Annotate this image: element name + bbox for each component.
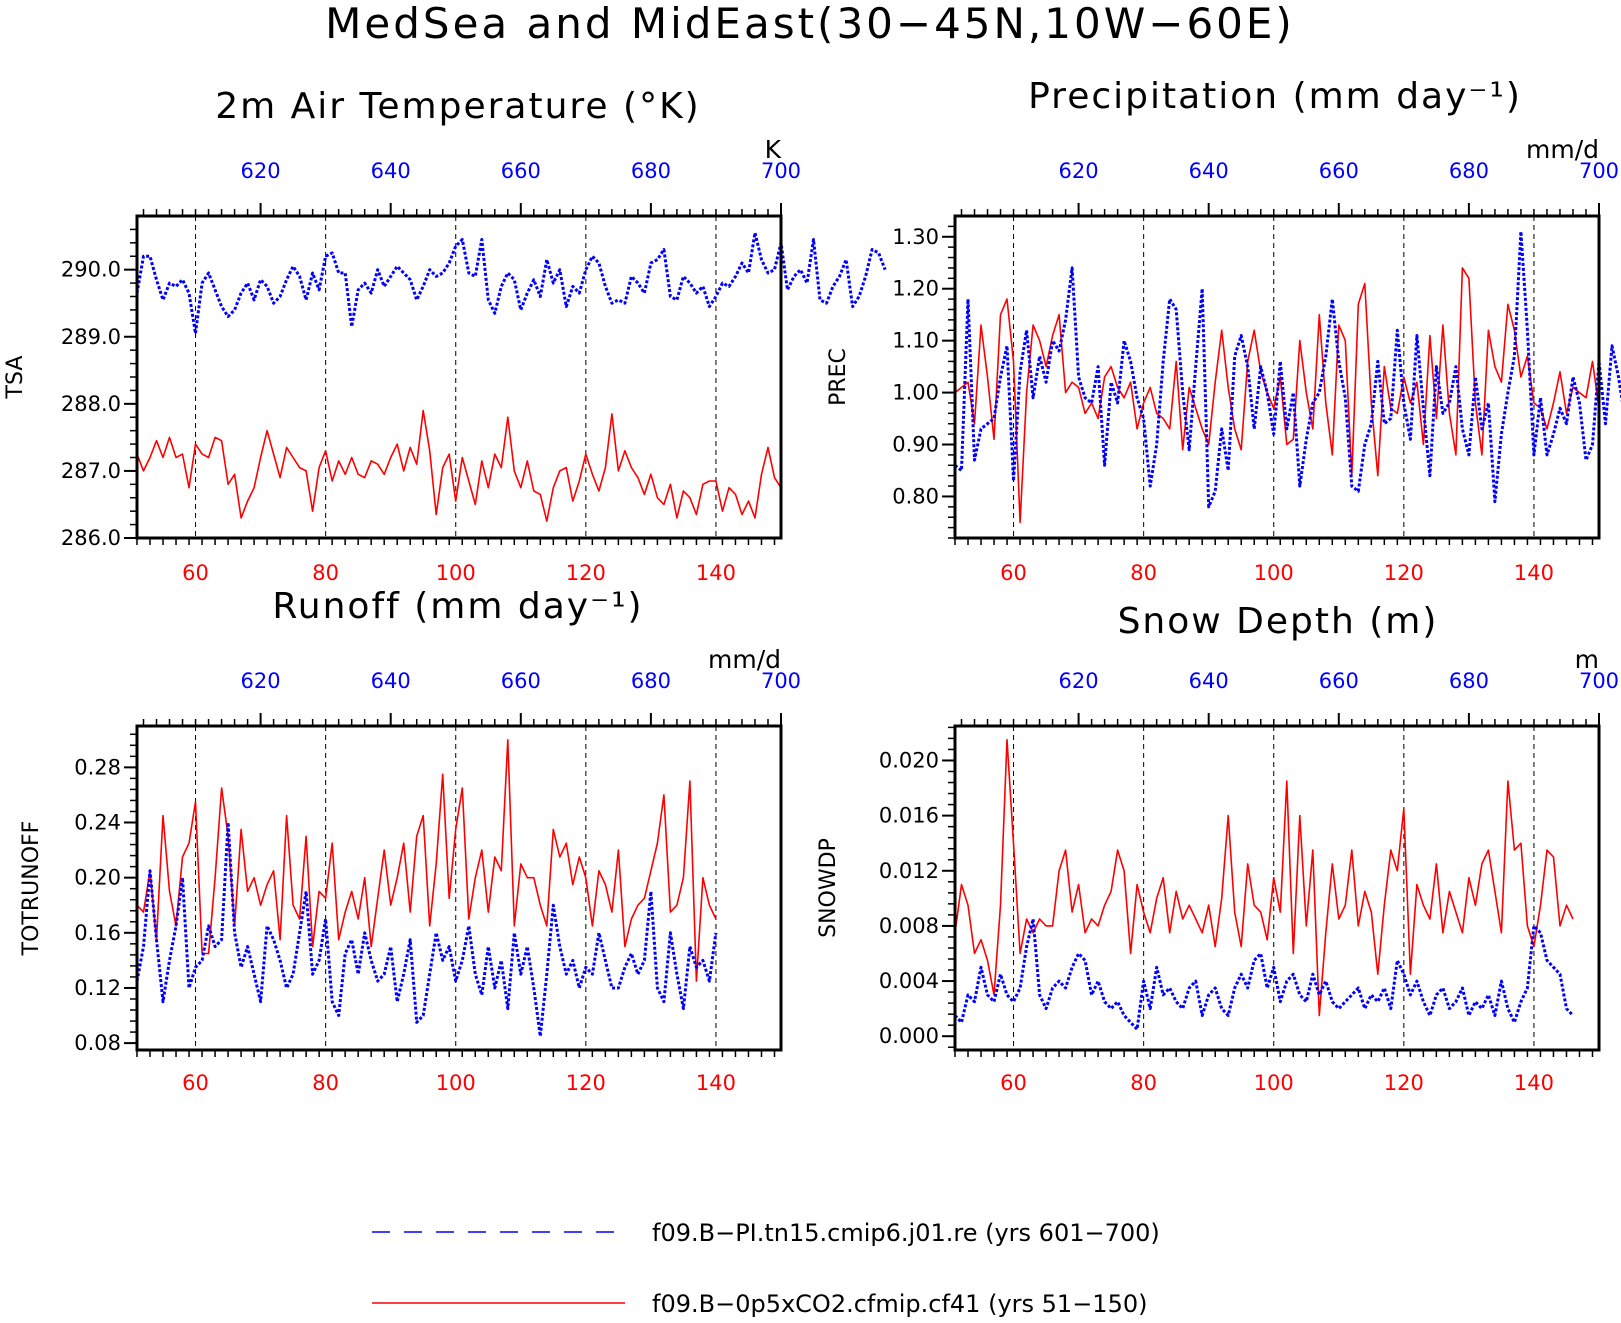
x-bottom-tick-label-snow-depth: 120 <box>1384 1071 1424 1095</box>
y-tick-label-snow-depth: 0.020 <box>879 748 939 772</box>
y-tick-label-runoff: 0.24 <box>74 811 121 835</box>
units-label-runoff: mm/d <box>708 645 781 674</box>
y-tick-label-runoff: 0.16 <box>74 921 121 945</box>
chart-panel-runoff: Runoff (mm day⁻¹) 0.080.120.160.200.240.… <box>19 586 801 1095</box>
x-bottom-tick-label-precipitation: 80 <box>1130 561 1157 585</box>
y-tick-label-snow-depth: 0.016 <box>879 804 939 828</box>
y-tick-label-precipitation: 1.10 <box>892 329 939 353</box>
x-top-tick-label-snow-depth: 620 <box>1059 669 1099 693</box>
x-top-tick-label-precipitation: 680 <box>1449 159 1489 183</box>
x-top-tick-label-temperature: 640 <box>371 159 411 183</box>
y-tick-label-snow-depth: 0.008 <box>879 914 939 938</box>
y-tick-label-snow-depth: 0.004 <box>879 969 939 993</box>
series-line-red-runoff <box>136 738 717 982</box>
y-tick-label-precipitation: 1.20 <box>892 277 939 301</box>
chart-title-snow-depth: Snow Depth (m) <box>1118 601 1439 642</box>
series-line-blue-precipitation <box>954 230 1621 509</box>
chart-panel-precipitation: Precipitation (mm day⁻¹) 0.80 0.90 1.00 1.1… <box>826 76 1621 585</box>
x-bottom-tick-label-runoff: 120 <box>566 1071 606 1095</box>
x-bottom-tick-label-precipitation: 140 <box>1514 561 1554 585</box>
y-tick-label-snow-depth: 0.000 <box>879 1024 939 1048</box>
series-line-blue-snow-depth <box>953 917 1575 1031</box>
y-tick-label-runoff: 0.08 <box>74 1031 121 1055</box>
plot-frame-snow-depth <box>953 724 1601 1052</box>
series-line-blue-runoff <box>135 821 718 1038</box>
plot-area-runoff: 0.08 0.12 0.16 0.20 0.24 0.28 TOTRUNOFF 60 80 100… <box>19 645 801 1095</box>
x-bottom-tick-label-temperature: 80 <box>312 561 339 585</box>
y-tick-label-temperature: 287.0 <box>61 459 121 483</box>
x-bottom-tick-label-runoff: 140 <box>696 1071 736 1095</box>
x-bottom-tick-label-temperature: 140 <box>696 561 736 585</box>
y-axis-label-temperature: TSA <box>3 356 28 400</box>
y-tick-label-runoff: 0.20 <box>74 866 121 890</box>
y-axis-label-precipitation: PREC <box>826 348 851 406</box>
plot-frame-precipitation <box>953 214 1601 540</box>
x-top-tick-label-precipitation: 700 <box>1579 159 1619 183</box>
plot-area-snow-depth: 0.000 0.004 0.008 0.012 0.016 0.020 SNOWDP 60 80… <box>816 645 1619 1095</box>
y-axis-label-snow-depth: SNOWDP <box>816 838 841 938</box>
x-top-tick-label-runoff: 700 <box>761 669 801 693</box>
x-bottom-tick-label-temperature: 60 <box>182 561 209 585</box>
y-tick-label-temperature: 286.0 <box>61 526 121 550</box>
chart-title-temperature: 2m Air Temperature (°K) <box>215 86 700 127</box>
plot-area-precipitation: 0.80 0.90 1.00 1.10 1.20 1.30 PREC 60 80 100 120 14… <box>826 135 1621 585</box>
x-top-tick-label-temperature: 700 <box>761 159 801 183</box>
x-bottom-tick-label-runoff: 80 <box>312 1071 339 1095</box>
series-line-red-snow-depth <box>954 738 1574 1017</box>
x-top-tick-label-precipitation: 660 <box>1319 159 1359 183</box>
legend-label-blue: f09.B−PI.tn15.cmip6.j01.re (yrs 601−700) <box>652 1219 1160 1247</box>
series-line-red-temperature <box>136 409 782 523</box>
y-axis-label-runoff: TOTRUNOFF <box>19 821 44 957</box>
y-tick-label-runoff: 0.28 <box>74 755 121 779</box>
x-top-tick-label-temperature: 680 <box>631 159 671 183</box>
chart-panel-temperature: 2m Air Temperature (°K) 286.0287.0288.02… <box>3 86 887 585</box>
y-tick-label-precipitation: 0.80 <box>892 484 939 508</box>
x-bottom-tick-label-temperature: 120 <box>566 561 606 585</box>
x-bottom-tick-label-snow-depth: 100 <box>1254 1071 1294 1095</box>
x-top-tick-label-precipitation: 640 <box>1189 159 1229 183</box>
x-top-tick-label-runoff: 680 <box>631 669 671 693</box>
y-tick-label-precipitation: 0.90 <box>892 433 939 457</box>
plot-frame-temperature <box>135 214 783 540</box>
y-tick-label-precipitation: 1.30 <box>892 225 939 249</box>
y-tick-label-temperature: 290.0 <box>61 258 121 282</box>
chart-title-precipitation: Precipitation (mm day⁻¹) <box>1028 76 1522 117</box>
chart-title-runoff: Runoff (mm day⁻¹) <box>272 586 643 627</box>
x-bottom-tick-label-precipitation: 120 <box>1384 561 1424 585</box>
x-bottom-tick-label-runoff: 60 <box>182 1071 209 1095</box>
units-label-temperature: K <box>765 135 782 164</box>
x-top-tick-label-runoff: 640 <box>371 669 411 693</box>
figure-title: MedSea and MidEast(30−45N,10W−60E) <box>325 0 1295 48</box>
y-tick-label-runoff: 0.12 <box>74 976 121 1000</box>
y-tick-label-snow-depth: 0.012 <box>879 859 939 883</box>
x-top-tick-label-precipitation: 620 <box>1059 159 1099 183</box>
series-line-blue-temperature <box>135 231 887 335</box>
x-top-tick-label-snow-depth: 660 <box>1319 669 1359 693</box>
units-label-precipitation: mm/d <box>1526 135 1599 164</box>
x-bottom-tick-label-precipitation: 60 <box>1000 561 1027 585</box>
legend-label-red: f09.B−0p5xCO2.cfmip.cf41 (yrs 51−150) <box>652 1290 1147 1318</box>
x-top-tick-label-snow-depth: 700 <box>1579 669 1619 693</box>
x-bottom-tick-label-snow-depth: 60 <box>1000 1071 1027 1095</box>
x-top-tick-label-temperature: 660 <box>501 159 541 183</box>
x-bottom-tick-label-snow-depth: 140 <box>1514 1071 1554 1095</box>
y-tick-label-temperature: 288.0 <box>61 392 121 416</box>
x-top-tick-label-runoff: 620 <box>241 669 281 693</box>
x-top-tick-label-temperature: 620 <box>241 159 281 183</box>
x-top-tick-label-runoff: 660 <box>501 669 541 693</box>
plot-area-temperature: 286.0 287.0 288.0 289.0 290.0 TSA 60 80 100 120 14… <box>3 135 887 585</box>
plot-frame-runoff <box>135 724 783 1052</box>
x-bottom-tick-label-runoff: 100 <box>436 1071 476 1095</box>
x-top-tick-label-snow-depth: 640 <box>1189 669 1229 693</box>
chart-panel-snow-depth: Snow Depth (m) 0.000 0.004 0.008 0.012 0.016… <box>816 601 1619 1095</box>
y-tick-label-temperature: 289.0 <box>61 325 121 349</box>
legend: f09.B−PI.tn15.cmip6.j01.re (yrs 601−700)… <box>372 1219 1160 1318</box>
x-bottom-tick-label-temperature: 100 <box>436 561 476 585</box>
y-tick-label-precipitation: 1.00 <box>892 381 939 405</box>
x-bottom-tick-label-precipitation: 100 <box>1254 561 1294 585</box>
units-label-snow-depth: m <box>1575 645 1599 674</box>
x-top-tick-label-snow-depth: 680 <box>1449 669 1489 693</box>
x-bottom-tick-label-snow-depth: 80 <box>1130 1071 1157 1095</box>
